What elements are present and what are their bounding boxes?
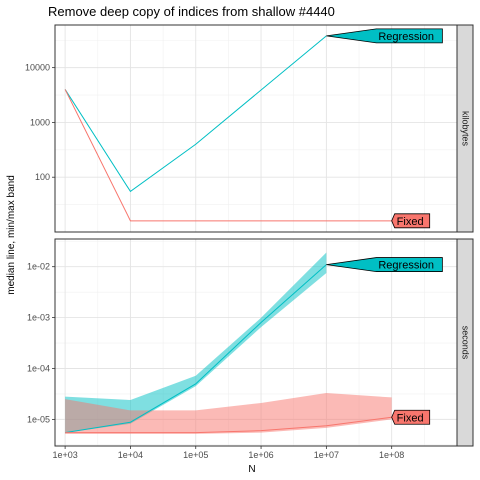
x-tick-label: 1e+04 bbox=[118, 450, 143, 460]
x-axis-label: N bbox=[248, 464, 255, 475]
y-tick-label: 100 bbox=[35, 172, 50, 182]
x-axis: 1e+03 1e+04 1e+05 1e+06 1e+07 1e+08 bbox=[52, 446, 404, 460]
callout-box bbox=[326, 28, 443, 44]
y-axis-label: median line, min/max band bbox=[6, 175, 17, 295]
callout-label: Regression bbox=[378, 260, 434, 272]
panel-seconds: Regression Fixed seconds 1e-05 1e-04 1e-03 1e-… bbox=[27, 238, 474, 447]
panel-kilobytes: Regression Fixed kilobytes 100 1000 10000 bbox=[25, 24, 474, 233]
callout-regression: Regression bbox=[326, 28, 443, 44]
y-tick-label: 1e-02 bbox=[27, 262, 50, 272]
y-tick-label: 1000 bbox=[30, 117, 50, 127]
median-line-fixed bbox=[65, 416, 392, 434]
major-gridlines bbox=[55, 25, 457, 232]
chart-title: Remove deep copy of indices from shallow… bbox=[48, 4, 335, 19]
facet-strip bbox=[456, 24, 474, 233]
facet-strip-label: seconds bbox=[461, 326, 471, 360]
panel-background bbox=[55, 25, 457, 232]
callout-label: Fixed bbox=[397, 412, 424, 424]
callout-box bbox=[391, 213, 431, 229]
facet-strip-label: kilobytes bbox=[461, 111, 471, 147]
callout-label: Regression bbox=[378, 31, 434, 43]
callout-label: Fixed bbox=[397, 216, 424, 228]
callout-regression: Regression bbox=[326, 257, 443, 272]
callout-fixed: Fixed bbox=[391, 409, 431, 425]
y-tick-label: 1e-04 bbox=[27, 363, 50, 373]
median-line-fixed bbox=[64, 89, 392, 222]
y-tick-label: 1e-05 bbox=[27, 414, 50, 424]
x-tick-label: 1e+08 bbox=[379, 450, 404, 460]
x-tick-label: 1e+03 bbox=[52, 450, 77, 460]
callout-box bbox=[391, 409, 431, 425]
x-tick-label: 1e+06 bbox=[248, 450, 273, 460]
panels: RegressionFixedkilobytes100100010000Regr… bbox=[25, 24, 474, 447]
median-line-regression bbox=[64, 35, 327, 193]
callout-fixed: Fixed bbox=[391, 213, 431, 229]
callout-box bbox=[326, 257, 443, 272]
x-tick-label: 1e+07 bbox=[314, 450, 339, 460]
y-tick-label: 1e-03 bbox=[27, 313, 50, 323]
band-fixed bbox=[65, 392, 392, 434]
y-tick-label: 10000 bbox=[25, 63, 50, 73]
median-line-regression bbox=[65, 264, 327, 434]
x-tick-label: 1e+05 bbox=[183, 450, 208, 460]
facet-strip bbox=[456, 238, 474, 447]
